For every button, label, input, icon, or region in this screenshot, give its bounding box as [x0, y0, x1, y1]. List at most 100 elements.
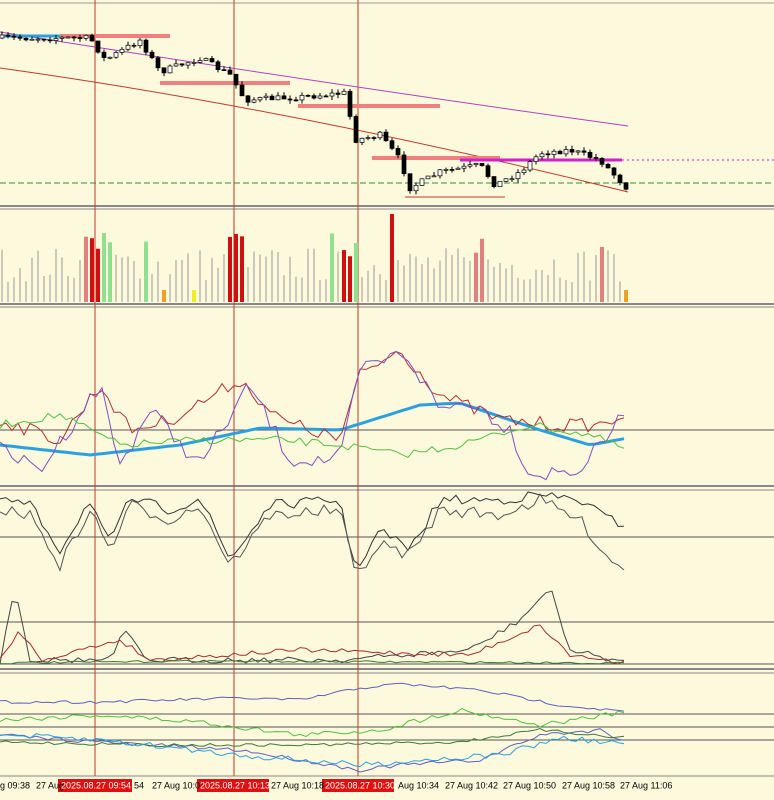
candle-body — [527, 161, 533, 171]
candle-body — [221, 69, 227, 71]
marker-box — [58, 779, 132, 792]
candle-body — [545, 153, 551, 156]
candle-body — [617, 174, 623, 184]
candle-body — [323, 95, 329, 98]
candle-body — [197, 60, 203, 63]
candle-body — [479, 163, 485, 167]
candle-body — [125, 44, 131, 50]
candle-body — [605, 163, 611, 169]
candle-body — [359, 137, 365, 143]
moving-average — [0, 67, 629, 193]
marker-label: 2025.08.27 09:54 — [61, 780, 131, 790]
time-label: 27 Aug 10:0 — [152, 780, 200, 790]
band-line — [0, 728, 625, 773]
candle-body — [83, 35, 89, 39]
candle-body — [521, 169, 527, 174]
candle-body — [341, 90, 347, 95]
marker-label: 2025.08.27 10:13 — [200, 780, 270, 790]
candle-body — [431, 175, 437, 178]
candle-body — [167, 65, 173, 74]
candle-body — [515, 172, 521, 180]
candle-body — [71, 36, 77, 39]
candle-body — [5, 34, 11, 37]
candle-body — [593, 157, 599, 159]
candle-body — [95, 40, 101, 53]
time-label: Aug 10:34 — [398, 780, 439, 790]
candle-body — [263, 95, 269, 98]
candle-body — [455, 167, 461, 170]
candle-body — [251, 99, 257, 103]
adx-line — [0, 624, 625, 665]
candle-body — [419, 178, 425, 186]
candle-body — [365, 137, 371, 139]
candle-body — [47, 39, 53, 42]
candle-body — [209, 58, 215, 63]
candle-body — [563, 149, 569, 155]
time-label: 27 Aug 11:06 — [620, 780, 672, 790]
candle-body — [131, 44, 137, 47]
candle-body — [467, 164, 473, 167]
stochastic-line — [0, 493, 625, 572]
candle-body — [509, 178, 515, 181]
time-label: 27 Aug — [36, 780, 64, 790]
candle-body — [383, 131, 389, 142]
candle-body — [329, 92, 335, 97]
candle-body — [539, 153, 545, 158]
time-label: 27 Aug 10:50 — [503, 780, 556, 790]
candle-body — [299, 94, 305, 101]
time-label: 27 Aug 10:18 — [271, 780, 324, 790]
band-line — [0, 727, 625, 748]
candle-body — [347, 90, 353, 117]
candle-body — [173, 63, 179, 67]
panel-frames — [0, 0, 774, 777]
candle-body — [227, 69, 233, 75]
candle-body — [377, 131, 383, 139]
candle-body — [203, 58, 209, 61]
oscillator-line — [0, 412, 625, 459]
candle-body — [491, 176, 497, 187]
candle-body — [599, 157, 605, 165]
candle-body — [11, 35, 17, 38]
marker-box — [322, 779, 394, 792]
candle-body — [59, 36, 65, 39]
candle-body — [233, 73, 239, 86]
candle-body — [35, 38, 41, 41]
band-line — [0, 707, 625, 738]
candle-body — [437, 169, 443, 177]
candle-body — [41, 38, 47, 41]
candle-body — [587, 151, 593, 158]
candle-body — [407, 173, 413, 192]
candle-body — [275, 95, 281, 101]
candle-body — [461, 165, 467, 169]
time-label: 27 Aug 10:58 — [562, 780, 615, 790]
time-label: 27 Aug 10:42 — [445, 780, 498, 790]
candle-body — [119, 48, 125, 53]
candle-body — [575, 150, 581, 153]
candle-body — [443, 169, 449, 171]
candle-body — [473, 163, 479, 166]
candle-body — [581, 150, 587, 153]
candle-body — [497, 180, 503, 187]
candle-body — [611, 167, 617, 176]
marker-label: 2025.08.27 10:30 — [325, 780, 395, 790]
candle-body — [413, 185, 419, 192]
candle-body — [101, 51, 107, 58]
candle-body — [185, 62, 191, 66]
candle-body — [311, 95, 317, 99]
candle-body — [371, 137, 377, 139]
candle-body — [557, 150, 563, 155]
candle-body — [401, 154, 407, 175]
candle-body — [191, 62, 197, 64]
signal-line — [0, 401, 625, 457]
time-label: g 09:38 — [0, 780, 30, 790]
candle-body — [179, 63, 185, 66]
candle-body — [503, 178, 509, 182]
band-line — [0, 733, 625, 768]
candle-body — [569, 149, 575, 153]
candle-body — [77, 37, 83, 39]
candle-body — [293, 99, 299, 102]
candle-body — [29, 38, 35, 41]
candle-body — [89, 35, 95, 42]
candle-body — [485, 165, 491, 177]
candle-body — [143, 39, 149, 53]
